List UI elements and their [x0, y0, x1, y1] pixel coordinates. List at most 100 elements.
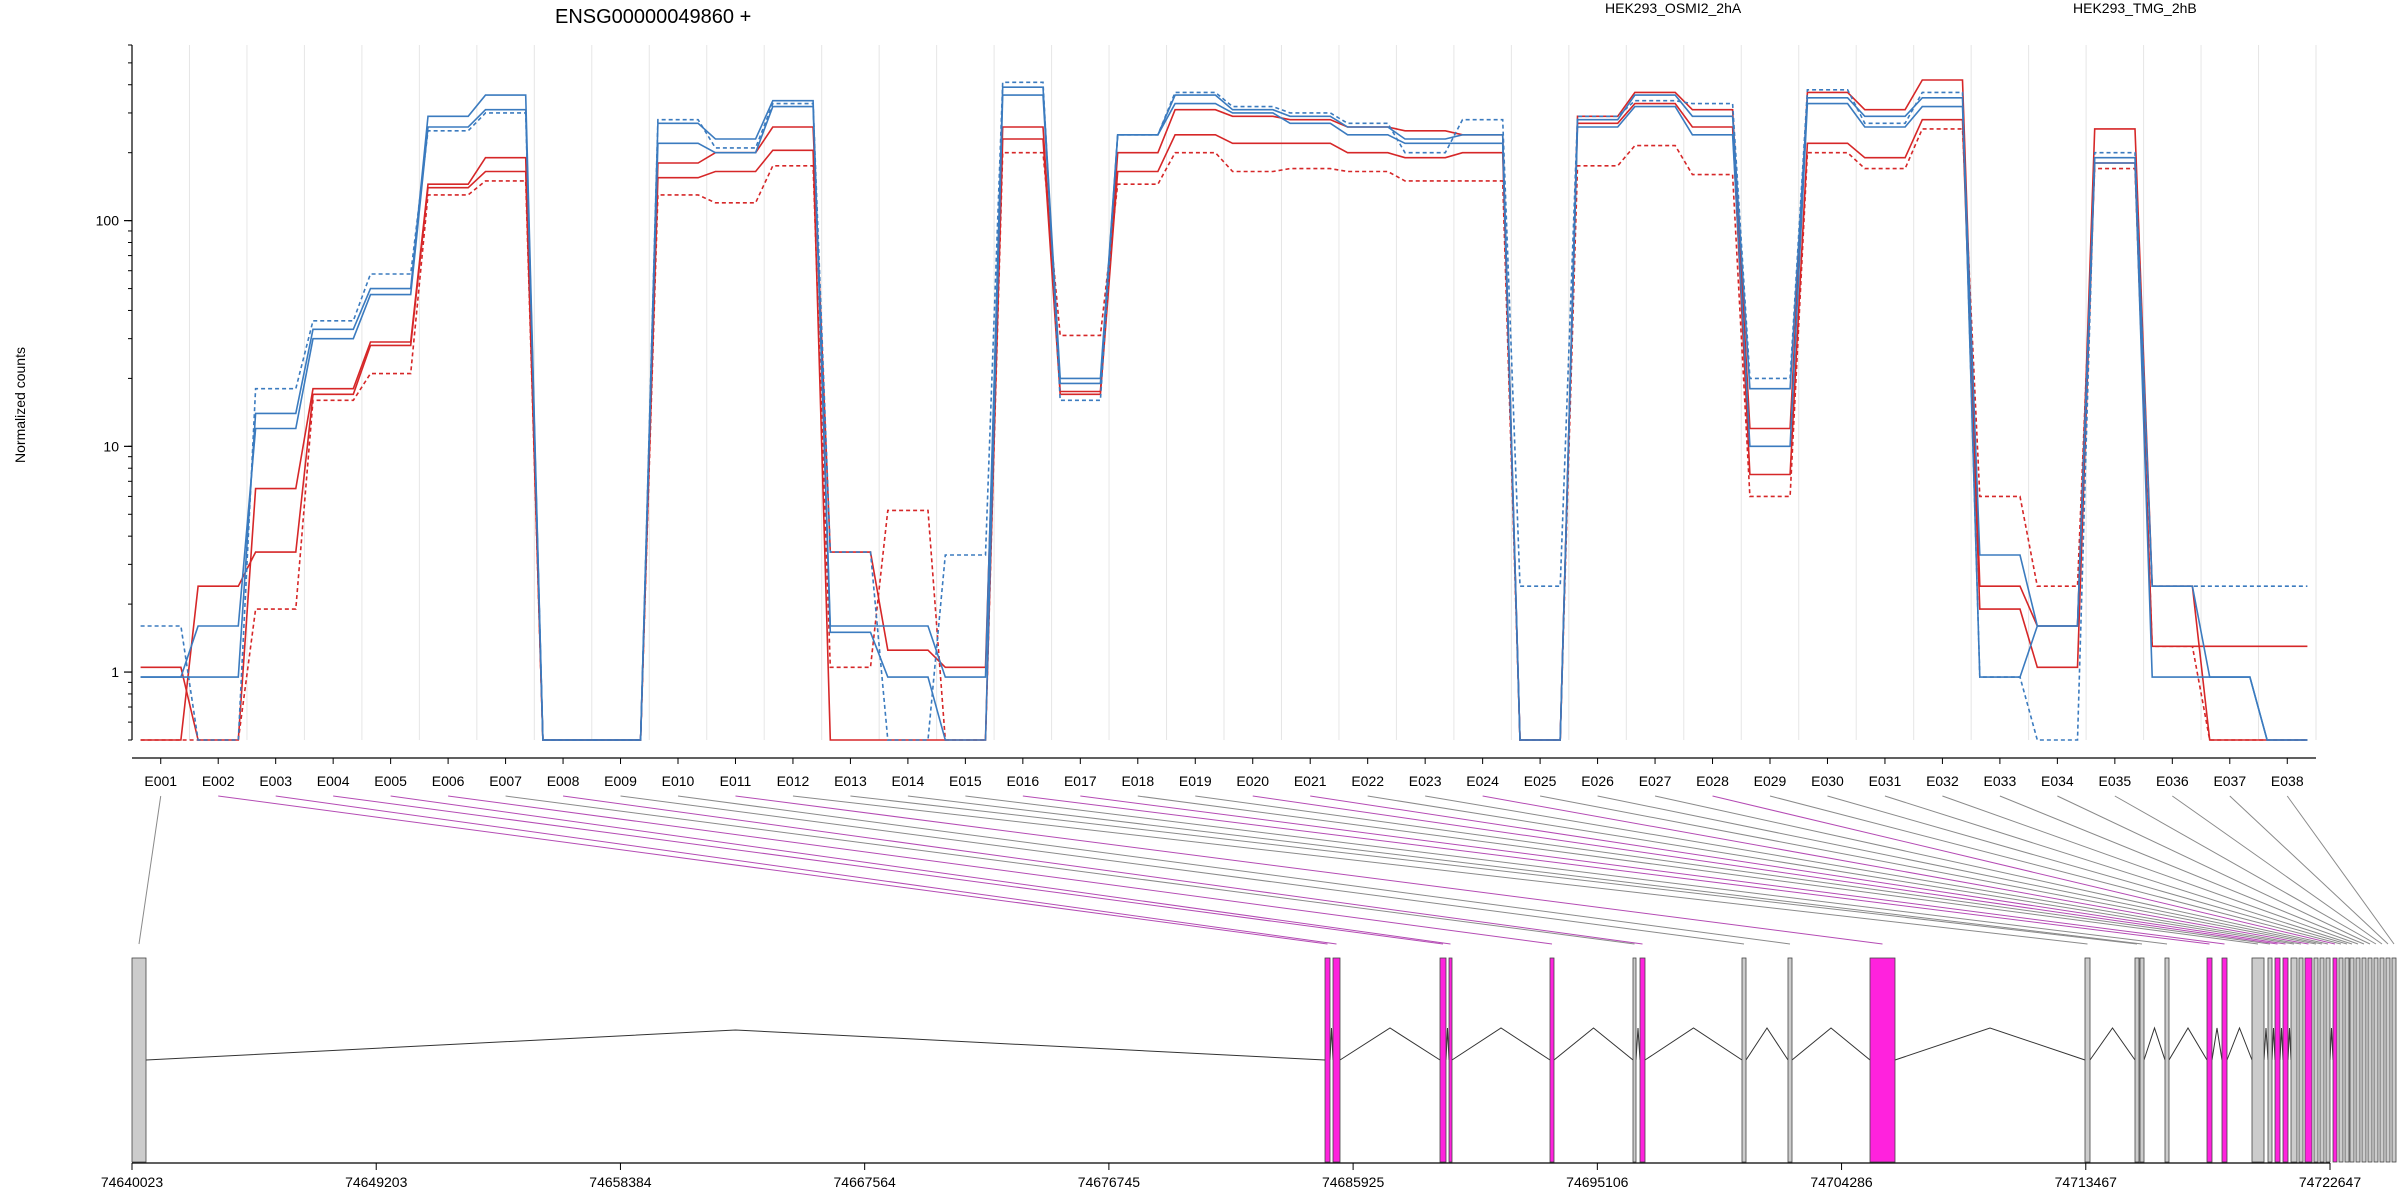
x-tick-label: E031 — [1869, 773, 1902, 789]
series-line — [140, 86, 2308, 741]
intron — [2168, 1027, 2208, 1061]
exon-box — [2221, 957, 2228, 1163]
exon-box — [2298, 957, 2304, 1163]
exon-connector — [2286, 795, 2395, 945]
exon-box — [1324, 957, 1331, 1163]
exon-box — [2391, 957, 2397, 1163]
x-tick-label: E029 — [1754, 773, 1787, 789]
exon-connector — [2114, 795, 2377, 945]
coord-tick-label: 74704286 — [1810, 1174, 1873, 1190]
x-tick-label: E024 — [1466, 773, 1499, 789]
intron — [2211, 1027, 2223, 1061]
exon-connector — [1252, 795, 2278, 945]
exon-connector — [1482, 795, 2309, 945]
x-tick-label: E021 — [1294, 773, 1327, 789]
exon-box — [2385, 957, 2391, 1163]
exon-connector — [1540, 795, 2317, 945]
intron — [1329, 1027, 1334, 1061]
intron — [1745, 1027, 1789, 1061]
y-axis-label: Normalized counts — [12, 347, 28, 463]
exon-connector — [1654, 795, 2329, 945]
coord-tick-label: 74640023 — [101, 1174, 164, 1190]
x-tick-label: E035 — [2098, 773, 2131, 789]
x-tick-label: E037 — [2213, 773, 2246, 789]
exon-box — [2338, 957, 2344, 1163]
coord-tick-label: 74667564 — [834, 1174, 897, 1190]
x-tick-label: E009 — [604, 773, 637, 789]
intron — [145, 1029, 1326, 1061]
intron — [1791, 1027, 1871, 1061]
coord-tick-label: 74649203 — [345, 1174, 408, 1190]
series-line — [140, 94, 2308, 741]
coord-tick-label: 74658384 — [589, 1174, 652, 1190]
exon-connector — [2057, 795, 2371, 945]
exon-box — [1332, 957, 1341, 1163]
exon-box — [1632, 957, 1637, 1163]
intron — [1451, 1027, 1551, 1061]
intron — [1635, 1027, 1641, 1061]
x-tick-label: E026 — [1581, 773, 1614, 789]
exon-box — [2304, 957, 2313, 1163]
exon-connector — [390, 795, 1451, 945]
exon-connector — [1195, 795, 2271, 945]
chart-title: ENSG00000049860 + — [555, 6, 751, 28]
exon-connector — [1367, 795, 2295, 945]
intron — [2329, 1027, 2334, 1061]
intron — [2226, 1026, 2253, 1061]
exon-connector-lines — [138, 795, 2395, 945]
x-tick-label: E028 — [1696, 773, 1729, 789]
x-tick-label: E001 — [144, 773, 177, 789]
x-tick-label: E003 — [259, 773, 292, 789]
x-axis: E001 E002 E003 E004 E005 E006 E007 E008 E009 E010… — [132, 757, 2316, 789]
grid-lines — [131, 45, 2317, 740]
exon-connector — [620, 795, 1745, 945]
exon-connector — [1999, 795, 2365, 945]
exon-box — [2361, 957, 2367, 1163]
exon-box — [1639, 957, 1646, 1163]
legend-entry-osmi: HEK293_OSMI2_2hA — [1605, 0, 1742, 16]
exon-box — [2274, 957, 2281, 1163]
y-tick-label: 100 — [96, 213, 120, 229]
coord-tick-label: 74676745 — [1078, 1174, 1141, 1190]
exon-box — [1549, 957, 1555, 1163]
intron — [2263, 1027, 2269, 1061]
exon-connector — [505, 795, 1635, 945]
exon-box — [2373, 957, 2379, 1163]
y-tick-label: 10 — [103, 438, 119, 454]
exon-box — [2206, 957, 2213, 1163]
exon-connector — [1769, 795, 2342, 945]
exon-connector — [218, 795, 1328, 945]
intron — [1894, 1027, 2086, 1061]
x-tick-label: E007 — [489, 773, 522, 789]
exon-box — [2290, 957, 2298, 1163]
exon-connector — [1022, 795, 2210, 945]
exon-connector — [2229, 795, 2389, 945]
y-axis: 1 10 100 — [96, 44, 133, 741]
x-tick-label: E012 — [777, 773, 810, 789]
x-tick-label: E006 — [432, 773, 465, 789]
exon-box — [2367, 957, 2373, 1163]
x-tick-label: E014 — [892, 773, 925, 789]
x-tick-label: E018 — [1121, 773, 1154, 789]
x-tick-label: E036 — [2156, 773, 2189, 789]
x-tick-label: E023 — [1409, 773, 1442, 789]
x-tick-label: E030 — [1811, 773, 1844, 789]
exon-connector — [1597, 795, 2323, 945]
exon-box — [1439, 957, 1447, 1163]
exon-connector — [677, 795, 1791, 945]
exon-connector — [1712, 795, 2336, 945]
x-tick-label: E005 — [374, 773, 407, 789]
exon-connector — [562, 795, 1643, 945]
exon-connector — [1080, 795, 2225, 945]
x-tick-label: E015 — [949, 773, 982, 789]
exon-box — [2349, 957, 2355, 1163]
x-tick-label: E011 — [720, 773, 752, 789]
exon-connector — [138, 795, 162, 945]
exon-box — [2355, 957, 2361, 1163]
coord-tick-label: 74713467 — [2055, 1174, 2118, 1190]
genomic-coordinate-axis: 74640023 74649203 74658384 74667564 74676745… — [101, 1162, 2361, 1190]
exon-connector — [792, 795, 2088, 945]
x-tick-label: E033 — [1984, 773, 2017, 789]
